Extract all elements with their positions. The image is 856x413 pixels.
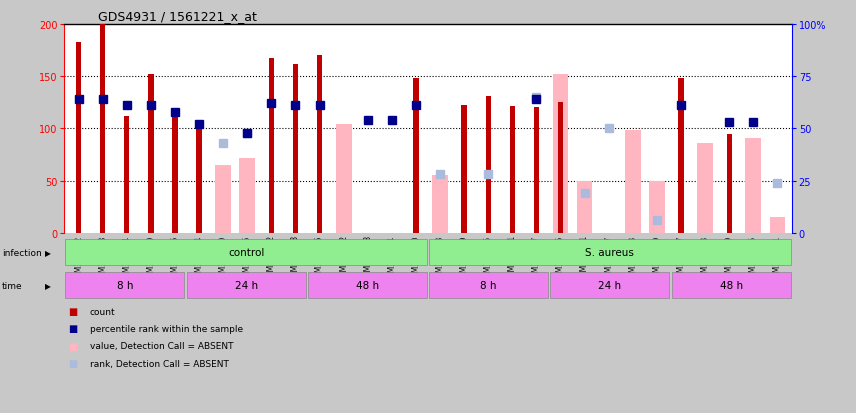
Bar (429, 273, 548, 299)
Bar (698, 144, 713, 233)
Bar (197, 124, 202, 233)
Text: ■: ■ (68, 306, 78, 316)
Bar (485, 97, 490, 233)
Text: count: count (90, 307, 116, 316)
Bar (550, 273, 669, 299)
Bar (432, 176, 448, 233)
Bar (336, 125, 352, 233)
Bar (269, 59, 274, 233)
Bar (429, 240, 791, 266)
Text: GDS4931 / 1561221_x_at: GDS4931 / 1561221_x_at (98, 10, 258, 23)
Bar (553, 75, 568, 233)
Bar (558, 103, 563, 233)
Bar (678, 79, 684, 233)
Bar (172, 110, 178, 233)
Bar (240, 158, 255, 233)
Text: ■: ■ (68, 358, 78, 368)
Text: S. aureus: S. aureus (586, 247, 634, 257)
Text: time: time (2, 281, 22, 290)
Text: ■: ■ (68, 324, 78, 334)
Text: 24 h: 24 h (235, 280, 258, 290)
Bar (770, 218, 785, 233)
Bar (625, 131, 640, 233)
Text: 24 h: 24 h (598, 280, 621, 290)
Bar (100, 25, 105, 233)
Bar (746, 138, 761, 233)
Bar (216, 166, 231, 233)
Text: 8 h: 8 h (116, 280, 133, 290)
Text: ▶: ▶ (45, 248, 51, 257)
Bar (509, 107, 515, 233)
Bar (577, 181, 592, 233)
Bar (317, 56, 322, 233)
Text: 48 h: 48 h (720, 280, 743, 290)
Bar (65, 240, 427, 266)
Text: 8 h: 8 h (480, 280, 496, 290)
Text: 48 h: 48 h (356, 280, 379, 290)
Text: control: control (228, 247, 265, 257)
Bar (76, 43, 81, 233)
Text: infection: infection (2, 248, 41, 257)
Bar (649, 181, 665, 233)
Bar (148, 75, 153, 233)
Text: percentile rank within the sample: percentile rank within the sample (90, 324, 243, 333)
Bar (65, 273, 184, 299)
Text: ▶: ▶ (45, 281, 51, 290)
Bar (461, 106, 467, 233)
Text: rank, Detection Call = ABSENT: rank, Detection Call = ABSENT (90, 359, 229, 368)
Bar (413, 79, 419, 233)
Text: ■: ■ (68, 341, 78, 351)
Bar (124, 116, 129, 233)
Bar (308, 273, 427, 299)
Bar (534, 108, 539, 233)
Bar (672, 273, 791, 299)
Bar (293, 64, 298, 233)
Bar (727, 134, 732, 233)
Bar (187, 273, 306, 299)
Text: value, Detection Call = ABSENT: value, Detection Call = ABSENT (90, 342, 234, 351)
